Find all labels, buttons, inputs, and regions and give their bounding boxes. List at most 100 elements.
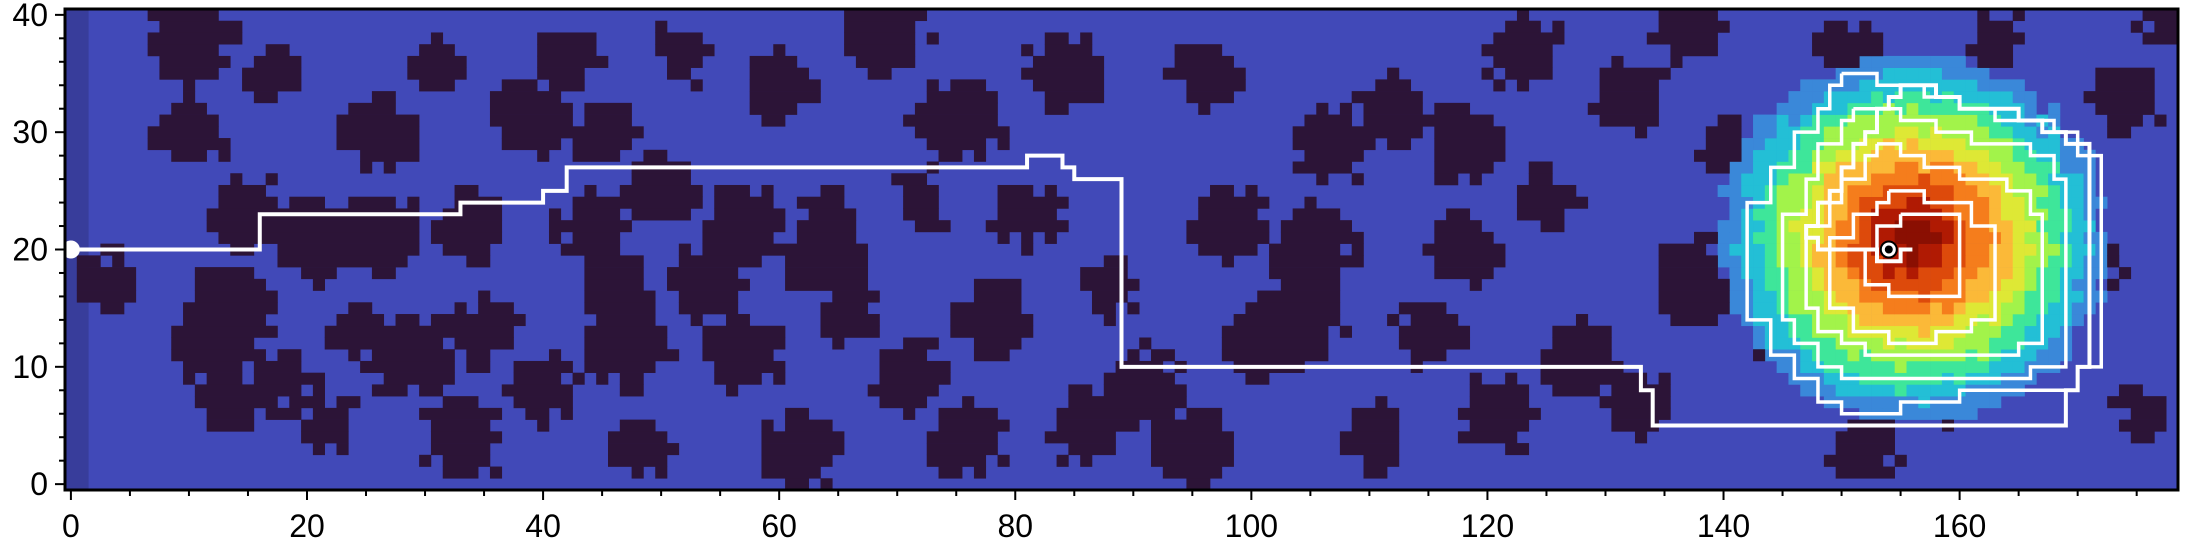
obstacle-cell [667,67,691,80]
obstacle-cell [584,337,668,350]
obstacle-cell [2107,278,2120,291]
heat-cell [1930,278,1943,291]
obstacle-cell [690,79,703,92]
obstacle-cell [1032,55,1105,68]
obstacle-cell [1269,255,1364,268]
heat-cell [2071,231,2084,244]
obstacle-cell [76,278,137,291]
obstacle-cell [572,231,621,244]
heat-cell [1977,231,1990,244]
obstacle-cell [903,208,939,221]
heat-cell [2024,278,2037,291]
obstacle-cell [596,372,609,385]
obstacle-cell [926,431,998,444]
heat-cell [1729,243,1742,256]
heat-cell [1800,384,1813,397]
obstacle-cell [147,44,219,57]
obstacle-cell [1599,396,1671,409]
heat-cell [1906,243,1919,256]
obstacle-cell [289,196,325,209]
y-tick-label: 10 [12,349,48,385]
heat-cell [1882,114,1895,127]
heat-cell [1953,55,1966,68]
obstacle-cell [1080,278,1140,291]
obstacle-cell [584,184,597,198]
obstacle-cell [147,126,219,139]
obstacle-cell [277,243,420,256]
heat-cell [2012,220,2025,233]
obstacle-cell [950,314,1034,327]
heat-cell [2000,161,2014,174]
heat-cell [1953,138,1966,151]
heat-cell [2000,255,2014,268]
obstacle-cell [796,220,857,233]
heat-cell [1729,173,1742,186]
obstacle-cell [1151,431,1234,444]
obstacle-cell [2118,267,2132,280]
heat-cell [1930,184,1943,198]
heat-cell [1894,55,1907,68]
heat-cell [2071,267,2084,280]
heat-cell [1741,138,1754,151]
heat-cell [2024,161,2037,174]
obstacle-cell [218,184,266,198]
heat-cell [1859,302,1872,315]
obstacle-cell [478,302,514,315]
obstacle-cell [1186,407,1223,420]
obstacle-cell [253,360,302,373]
obstacle-cell [1186,478,1211,491]
heat-cell [1835,349,1848,362]
y-tick-label: 20 [12,232,48,268]
obstacle-cell [1528,173,1553,186]
heat-cell [1729,184,1742,198]
heat-cell [1823,384,1836,397]
obstacle-cell [1351,407,1400,420]
heat-cell [1882,396,1895,409]
heat-cell [1871,302,1884,315]
obstacle-cell [1186,91,1234,104]
heat-cell [1800,149,1813,162]
heat-cell [1906,55,1919,68]
obstacle-cell [2130,407,2167,420]
obstacle-cell [785,478,809,491]
obstacle-cell [1434,173,1459,186]
obstacle-cell [407,67,467,80]
obstacle-cell [454,302,467,315]
heat-cell [1776,102,1789,115]
heat-cell [1800,349,1813,362]
heat-cell [1918,384,1931,397]
obstacle-cell [430,314,526,327]
obstacle-cell [537,419,550,432]
contour-layer [1745,71,2104,416]
heat-cell [1930,255,1943,268]
obstacle-cell [702,231,774,244]
heat-cell [1741,161,1754,174]
obstacle-layer [76,9,2179,491]
heat-cell [1776,126,1789,139]
obstacle-cell [1091,290,1128,303]
obstacle-cell [1658,278,1730,291]
x-tick-label: 100 [1225,508,1278,544]
obstacle-cell [997,138,1010,151]
heat-cell [2024,91,2037,104]
obstacle-cell [655,466,668,479]
heat-cell [1882,149,1895,162]
obstacle-cell [1434,231,1494,244]
obstacle-cell [678,290,739,303]
obstacle-cell [773,44,786,57]
obstacle-cell [371,267,396,280]
obstacle-cell [2154,114,2167,127]
heat-cell [1894,67,1907,80]
heat-cell [1800,138,1813,151]
heat-cell [2000,208,2014,221]
obstacle-cell [1705,161,1730,174]
obstacle-cell [548,349,562,362]
obstacle-cell [1469,384,1530,397]
obstacle-cell [808,208,857,221]
heat-cell [1729,267,1742,280]
heat-cell [2048,325,2061,338]
heat-cell [1989,161,2002,174]
heat-cell [1717,243,1730,256]
obstacle-cell [619,384,644,397]
heat-cell [1859,290,1872,303]
